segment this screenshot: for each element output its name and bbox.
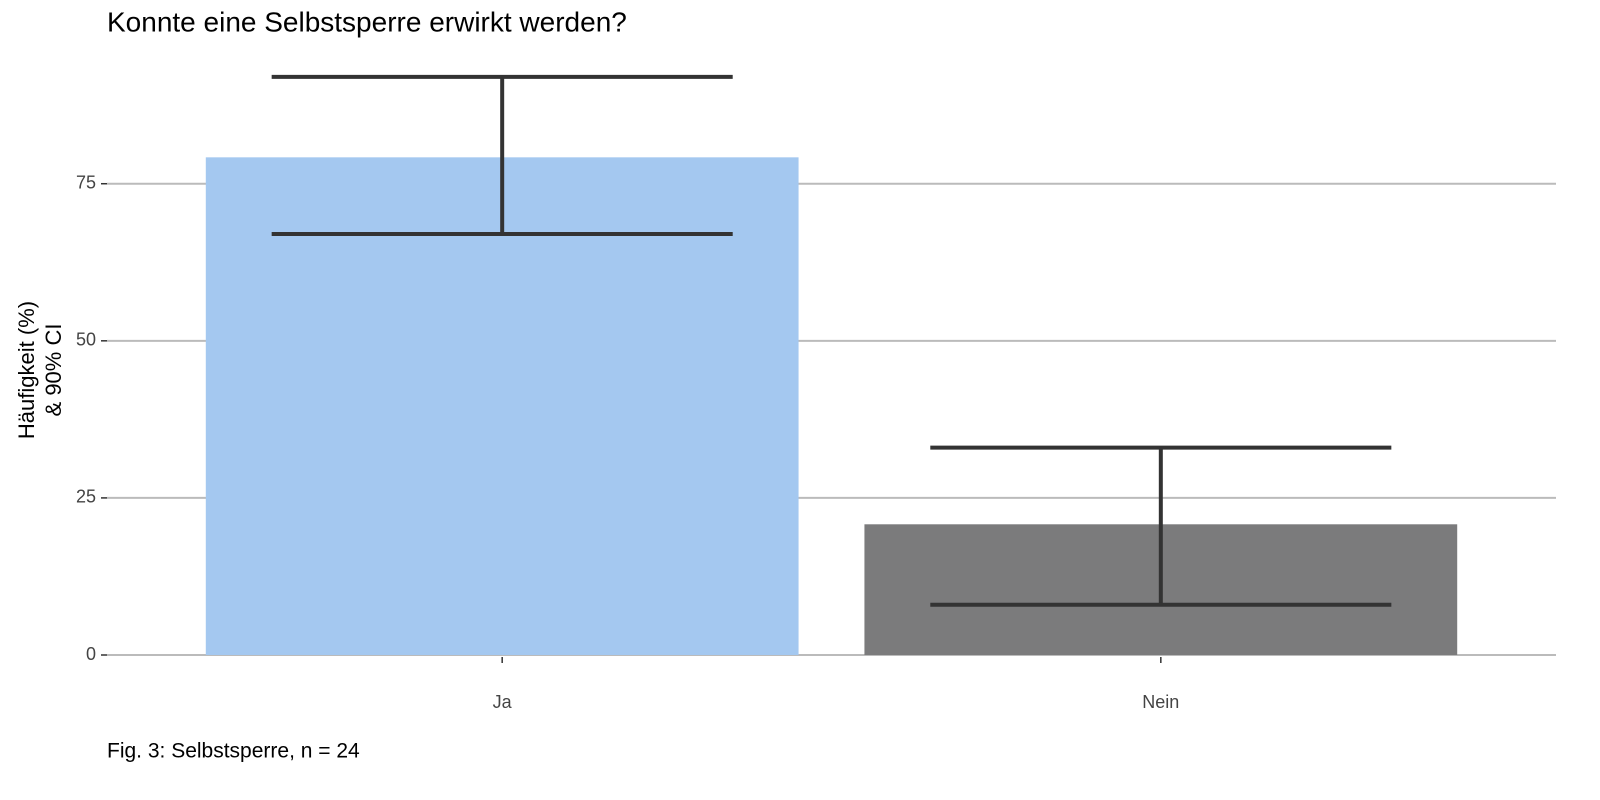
y-tick-label: 0 — [86, 644, 96, 664]
chart-title: Konnte eine Selbstsperre erwirkt werden? — [107, 6, 627, 37]
y-tick-label: 25 — [76, 487, 96, 507]
y-tick-label: 75 — [76, 172, 96, 192]
y-axis-label: & 90% CI — [41, 324, 66, 417]
caption: Fig. 3: Selbstsperre, n = 24 — [107, 740, 360, 763]
x-tick-label: Nein — [1142, 692, 1179, 712]
y-axis-label: Häufigkeit (%) — [14, 301, 39, 439]
bar — [205, 157, 799, 656]
y-tick-label: 50 — [76, 330, 96, 350]
x-tick-label: Ja — [493, 692, 513, 712]
